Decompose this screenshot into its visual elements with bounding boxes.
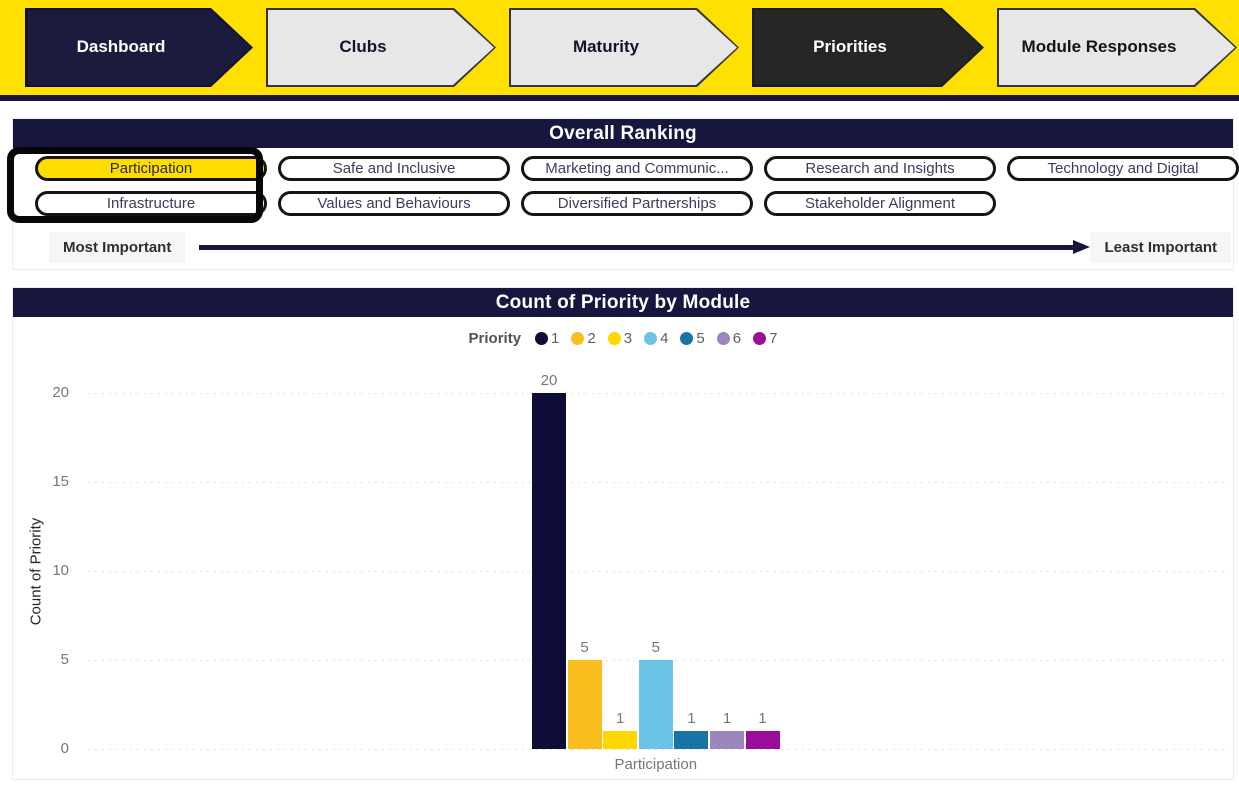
overall-ranking-title: Overall Ranking (13, 119, 1233, 148)
y-tick-label-0: 0 (60, 740, 69, 757)
bar-priority-4[interactable] (638, 660, 673, 749)
ranking-pill-participation[interactable]: Participation (35, 156, 267, 181)
nav-tab-body: Dashboard (27, 10, 251, 85)
top-navbar: Dashboard Clubs Maturity Priorities Module R… (0, 0, 1239, 95)
priority-chart-panel: Count of Priority by Module Priority 1 2 3… (12, 287, 1234, 780)
nav-divider-strip (0, 95, 1239, 101)
gridline-15 (88, 482, 1230, 483)
nav-tab-body: Clubs (268, 10, 494, 85)
y-tick-label-5: 5 (60, 651, 69, 668)
nav-tab-maturity[interactable]: Maturity (509, 8, 739, 87)
legend-item-priority-7: 7 (753, 330, 777, 347)
gridline-0 (88, 749, 1230, 750)
legend-dot-icon (753, 331, 767, 345)
chart-legend: Priority 1 2 3 4 5 6 7 (13, 328, 1233, 348)
gridline-10 (88, 571, 1230, 572)
legend-dot-icon (680, 331, 694, 345)
legend-item-priority-3: 3 (607, 329, 633, 347)
bar-value-label: 1 (722, 710, 732, 728)
legend-item-label: 1 (551, 329, 560, 347)
legend-item-label: 5 (696, 329, 705, 347)
nav-tab-label: Maturity (572, 37, 640, 57)
nav-tab-clubs[interactable]: Clubs (266, 8, 496, 87)
nav-tab-dashboard[interactable]: Dashboard (25, 8, 253, 87)
chart-legend-items: 1 2 3 4 5 6 7 (535, 330, 777, 347)
legend-item-label: 7 (769, 329, 778, 347)
y-tick-label-10: 10 (52, 562, 69, 579)
least-important-label: Least Important (1090, 231, 1231, 263)
nav-tab-body: Maturity (511, 10, 737, 85)
legend-item-priority-5: 5 (680, 329, 705, 347)
legend-dot-icon (607, 331, 621, 345)
bar-priority-5[interactable] (674, 731, 709, 749)
nav-tab-module-responses[interactable]: Module Responses (997, 8, 1237, 87)
ranking-pills: Participation Safe and Inclusive Marketing… (35, 156, 1239, 216)
legend-item-label: 3 (623, 329, 633, 347)
legend-item-priority-4: 4 (644, 330, 668, 347)
bar-value-label: 1 (758, 710, 767, 728)
ranking-pill-safe-and-inclusive[interactable]: Safe and Inclusive (278, 156, 510, 181)
chart-title: Count of Priority by Module (13, 288, 1233, 317)
bar-value-label: 20 (540, 372, 558, 389)
legend-item-label: 6 (732, 329, 742, 347)
legend-dot-icon (716, 331, 730, 345)
legend-dot-icon (535, 331, 549, 345)
importance-arrow (199, 239, 1091, 254)
bar-priority-7[interactable] (745, 731, 780, 749)
nav-tab-label: Dashboard (76, 37, 166, 57)
arrow-head-icon (1073, 239, 1091, 254)
legend-title: Priority (468, 329, 522, 347)
plot-area: Participation 20 5 1 5 1 1 1 (88, 372, 1230, 773)
bar-priority-1[interactable] (532, 393, 566, 749)
nav-tab-body: Priorities (754, 10, 982, 85)
legend-dot-icon (644, 331, 658, 345)
ranking-pill-infrastructure[interactable]: Infrastructure (35, 191, 267, 216)
y-tick-label-20: 20 (52, 384, 69, 401)
most-important-label: Most Important (49, 231, 186, 263)
nav-tab-label: Module Responses (1021, 37, 1177, 57)
ranking-pill-diversified-partnerships[interactable]: Diversified Partnerships (521, 191, 753, 216)
bar-priority-3[interactable] (603, 731, 638, 749)
y-ticks: 0 5 10 15 20 (13, 384, 69, 757)
bar-priority-6[interactable] (710, 731, 744, 749)
bar-value-label: 1 (687, 710, 696, 728)
ranking-pill-values-and-behaviours[interactable]: Values and Behaviours (278, 191, 510, 216)
y-tick-label-15: 15 (52, 473, 69, 490)
legend-item-label: 2 (587, 329, 596, 347)
bar-value-label: 5 (580, 639, 589, 656)
nav-tab-label: Priorities (813, 37, 887, 57)
bar-priority-2[interactable] (567, 660, 602, 749)
ranking-pill-technology-and-digital[interactable]: Technology and Digital (1007, 156, 1239, 181)
nav-tab-priorities[interactable]: Priorities (752, 8, 984, 87)
legend-item-priority-2: 2 (571, 329, 596, 347)
bar-value-label: 5 (651, 639, 660, 656)
ranking-pill-stakeholder-alignment[interactable]: Stakeholder Alignment (764, 191, 996, 216)
legend-item-priority-6: 6 (716, 329, 742, 347)
nav-tab-body: Module Responses (999, 10, 1235, 85)
legend-dot-icon (571, 331, 585, 345)
legend-item-priority-1: 1 (535, 330, 559, 347)
bar-value-label: 1 (616, 710, 625, 728)
ranking-pill-marketing-and-communic[interactable]: Marketing and Communic... (521, 156, 753, 181)
x-category-label: Participation (614, 756, 698, 773)
overall-ranking-panel: Overall Ranking Participation Safe and In… (12, 118, 1239, 270)
nav-tab-label: Clubs (339, 37, 387, 57)
legend-item-label: 4 (660, 329, 669, 347)
importance-scale: Most Important Least Important (49, 231, 1231, 263)
ranking-pill-research-and-insights[interactable]: Research and Insights (764, 156, 996, 181)
gridline-20 (88, 393, 1230, 394)
